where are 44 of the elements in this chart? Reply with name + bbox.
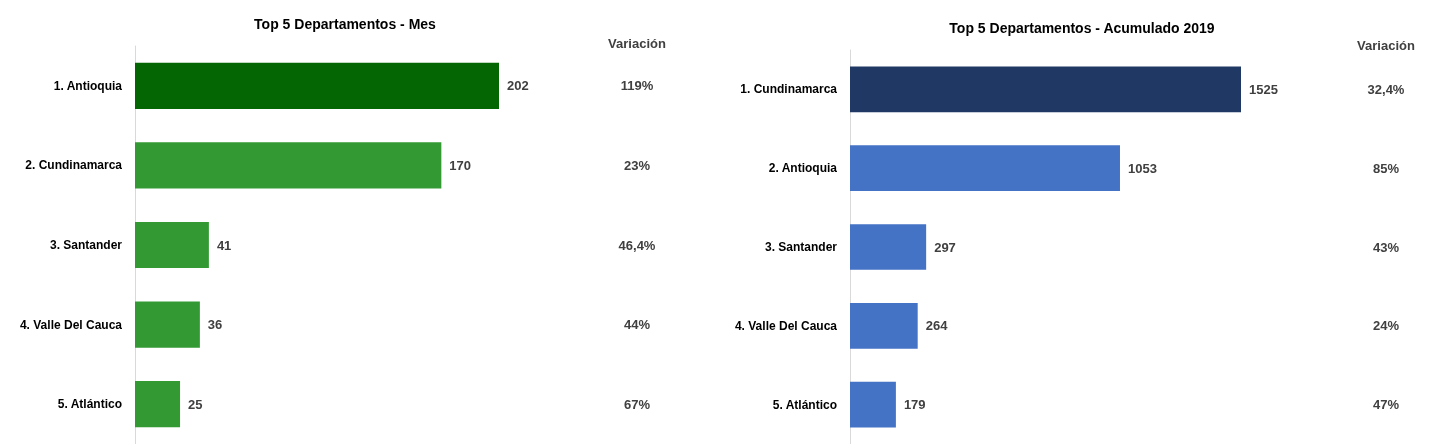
bar [135, 142, 442, 189]
y-tick-label: 4. Valle Del Cauca [19, 317, 123, 332]
bar [850, 66, 1241, 113]
data-label: 41 [216, 237, 232, 253]
bar [850, 302, 918, 349]
bar [135, 62, 499, 109]
text: 67% [623, 396, 651, 412]
data-label: 36 [207, 317, 223, 333]
text: 85% [1372, 160, 1400, 176]
y-tick-label: 1. Cundinamarca [740, 82, 838, 97]
text: 47% [1372, 397, 1400, 413]
text: Variación [1357, 37, 1415, 53]
y-tick-label: 5. Atlántico [57, 397, 122, 412]
y-tick-label: 1. Antioquia [53, 78, 123, 93]
text: Variación [608, 35, 666, 51]
text: 46,4% [618, 237, 656, 253]
y-tick-label: 2. Antioquia [768, 161, 838, 176]
text: 32,4% [1367, 81, 1405, 97]
text: 43% [1372, 239, 1400, 255]
y-tick-label: 4. Valle Del Cauca [734, 318, 838, 333]
text: 23% [623, 157, 651, 173]
y-tick-label: 3. Santander [49, 238, 123, 252]
data-label: 1525 [1249, 81, 1278, 97]
data-label: 25 [188, 396, 203, 412]
bar [135, 221, 209, 269]
data-label: 179 [903, 397, 926, 413]
chart-title: Top 5 Departamentos - Acumulado 2019 [949, 20, 1215, 36]
data-label: 297 [934, 239, 956, 255]
data-label: 170 [449, 157, 472, 173]
chart-title: Top 5 Departamentos - Mes [254, 16, 437, 32]
bar [135, 301, 200, 348]
bar [135, 381, 181, 428]
data-label: 264 [925, 318, 949, 334]
y-tick-label: 5. Atlántico [772, 397, 837, 412]
data-label: 202 [507, 78, 529, 94]
y-tick-label: 3. Santander [764, 240, 838, 254]
bar [850, 145, 1120, 192]
text: 44% [623, 317, 651, 333]
text: 24% [1372, 318, 1400, 334]
bar [850, 224, 927, 270]
bar [850, 381, 896, 428]
y-tick-label: 2. Cundinamarca [25, 158, 123, 173]
text: 119% [620, 78, 654, 94]
data-label: 1053 [1127, 160, 1157, 176]
